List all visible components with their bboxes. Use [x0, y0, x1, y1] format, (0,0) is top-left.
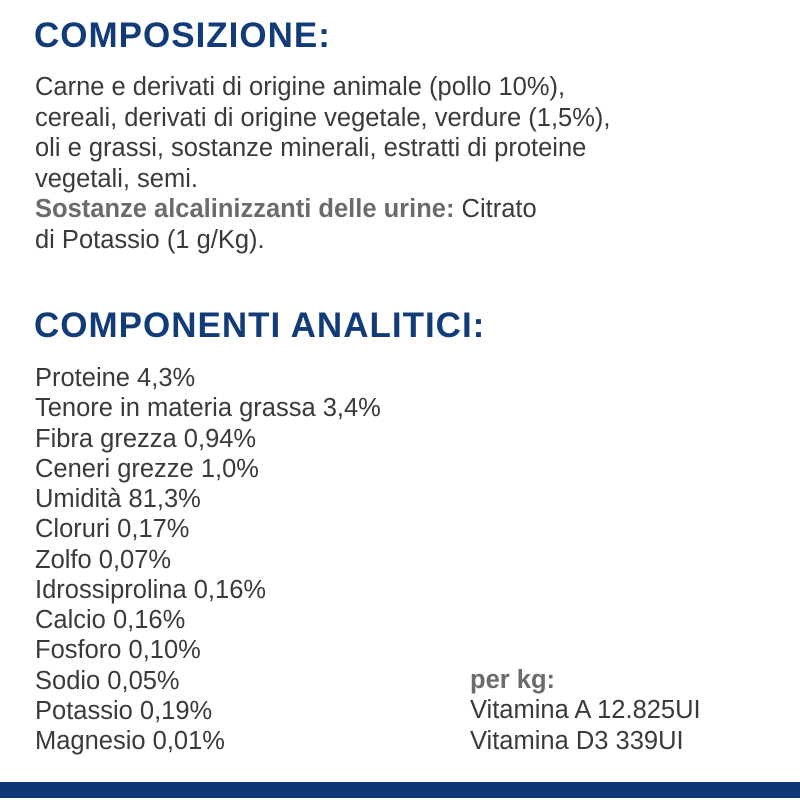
composizione-text: Carne e derivati di origine animale (pol…	[35, 72, 795, 255]
per-kg-label: per kg:	[470, 666, 556, 694]
list-item: Potassio 0,19%	[35, 696, 213, 725]
list-item: Cloruri 0,17%	[35, 515, 190, 544]
additive-line-2: di Potassio (1 g/Kg).	[35, 225, 265, 254]
list-item: Fosforo 0,10%	[35, 636, 201, 665]
additive-label: Sostanze alcalinizzanti delle urine:	[35, 195, 455, 223]
componenti-heading: COMPONENTI ANALITICI:	[34, 306, 486, 345]
componenti-list: Proteine 4,3% Tenore in materia grassa 3…	[35, 363, 381, 756]
composizione-line: Carne e derivati di origine animale (pol…	[35, 73, 566, 101]
list-item: Fibra grezza 0,94%	[35, 424, 257, 453]
bottom-bar	[0, 782, 800, 798]
composizione-heading: COMPOSIZIONE:	[34, 16, 331, 55]
list-item: Umidità 81,3%	[35, 485, 201, 513]
list-item: Zolfo 0,07%	[35, 545, 172, 574]
composizione-line: cereali, derivati di origine vegetale, v…	[35, 103, 611, 132]
list-item: Magnesio 0,01%	[35, 727, 225, 755]
list-item: Sodio 0,05%	[35, 666, 180, 695]
list-item: Idrossiprolina 0,16%	[35, 575, 267, 604]
additive-line: Sostanze alcalinizzanti delle urine: Cit…	[35, 194, 795, 225]
list-item: Vitamina D3 339UI	[470, 726, 684, 755]
list-item: Calcio 0,16%	[35, 606, 186, 634]
list-item: Vitamina A 12.825UI	[470, 696, 701, 725]
list-item: Proteine 4,3%	[35, 364, 196, 392]
composizione-line: vegetali, semi.	[35, 164, 198, 193]
per-kg-list: per kg: Vitamina A 12.825UI Vitamina D3 …	[470, 665, 701, 756]
list-item: Ceneri grezze 1,0%	[35, 454, 259, 483]
list-item: Tenore in materia grassa 3,4%	[35, 394, 381, 423]
composizione-line: oli e grassi, sostanze minerali, estratt…	[35, 134, 587, 162]
additive-value: Citrato	[454, 195, 537, 223]
